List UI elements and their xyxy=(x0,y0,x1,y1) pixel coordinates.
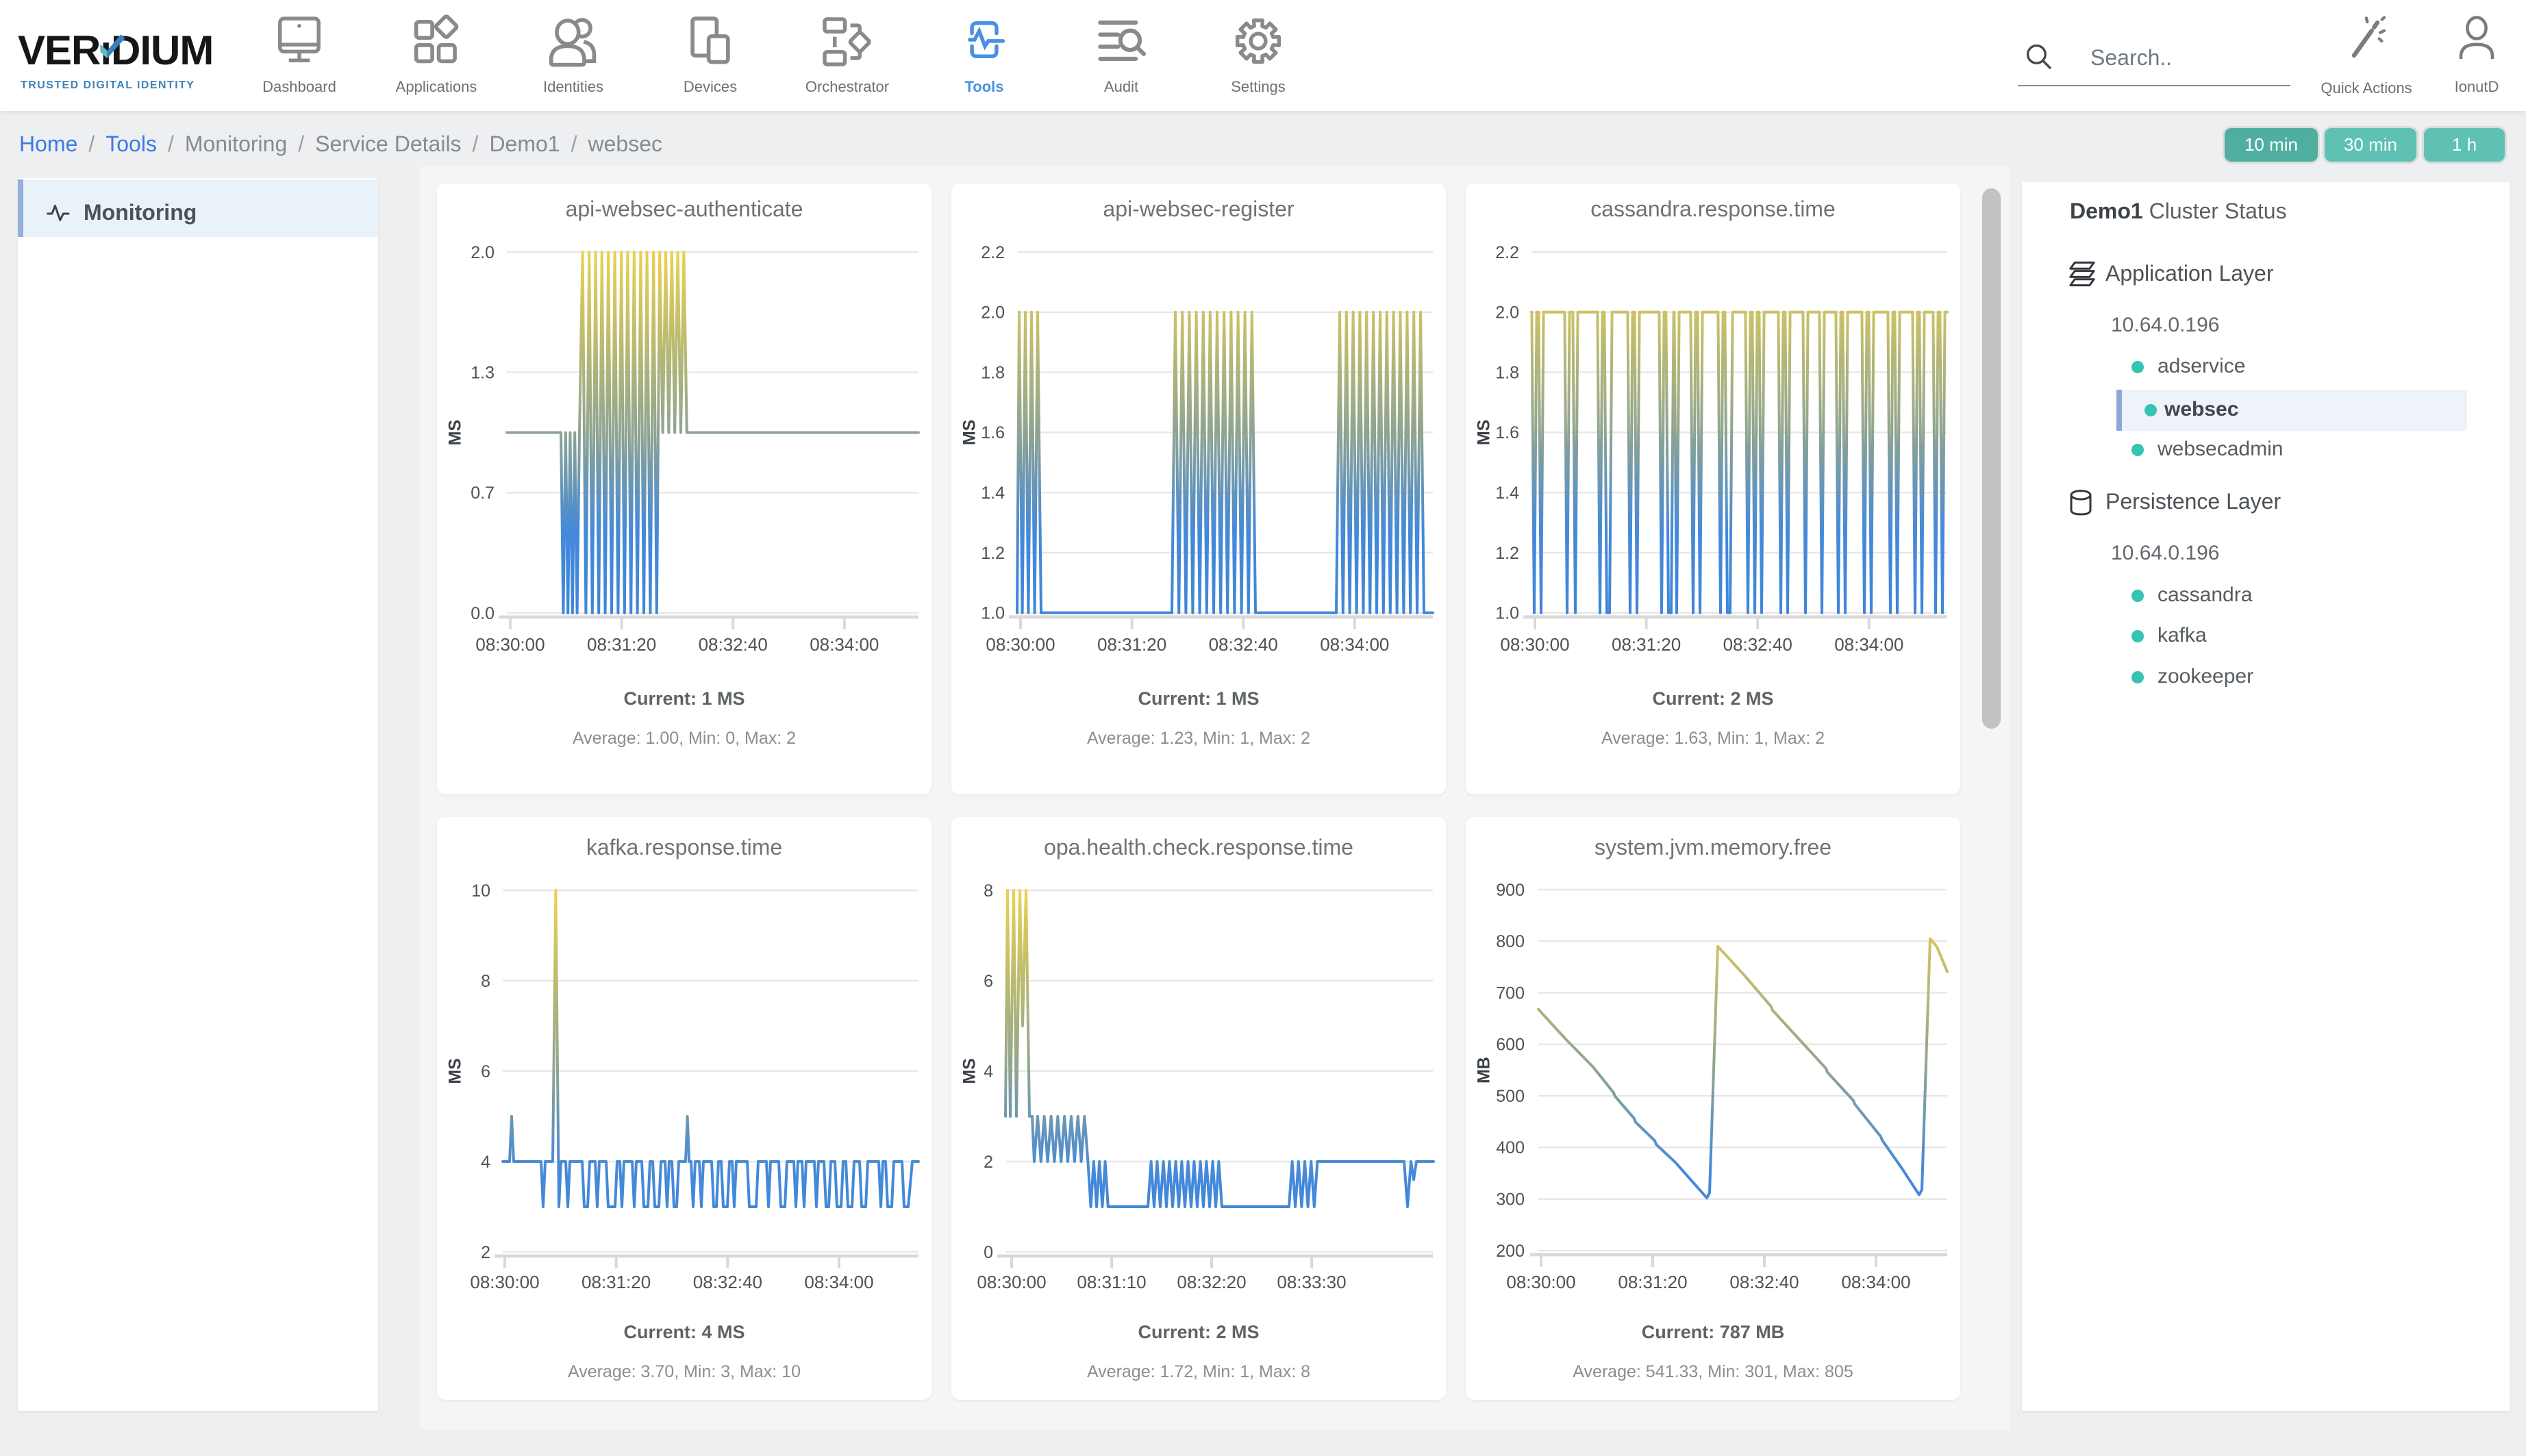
svg-text:08:31:20: 08:31:20 xyxy=(1097,634,1166,655)
svg-text:08:34:00: 08:34:00 xyxy=(1320,634,1389,655)
svg-text:300: 300 xyxy=(1496,1190,1525,1209)
svg-text:08:31:10: 08:31:10 xyxy=(1077,1272,1146,1292)
svg-text:400: 400 xyxy=(1496,1138,1525,1157)
svg-text:08:33:30: 08:33:30 xyxy=(1277,1272,1346,1292)
svg-text:1.3: 1.3 xyxy=(471,363,495,382)
svg-text:MS: MS xyxy=(446,1058,465,1084)
svg-text:8: 8 xyxy=(984,881,993,901)
svg-text:08:32:40: 08:32:40 xyxy=(1723,634,1792,655)
svg-text:08:30:00: 08:30:00 xyxy=(1506,1272,1575,1292)
svg-text:08:32:40: 08:32:40 xyxy=(699,634,768,655)
svg-text:500: 500 xyxy=(1496,1087,1525,1106)
svg-text:08:31:20: 08:31:20 xyxy=(1612,634,1681,655)
svg-text:0.0: 0.0 xyxy=(471,604,495,623)
svg-text:08:30:00: 08:30:00 xyxy=(470,1272,539,1292)
svg-text:0.7: 0.7 xyxy=(471,484,495,503)
svg-text:8: 8 xyxy=(481,972,490,991)
svg-text:08:32:40: 08:32:40 xyxy=(1729,1272,1799,1292)
svg-text:08:32:40: 08:32:40 xyxy=(693,1272,762,1292)
svg-text:2.2: 2.2 xyxy=(981,243,1005,262)
svg-text:08:30:00: 08:30:00 xyxy=(1500,634,1569,655)
svg-text:1.6: 1.6 xyxy=(981,423,1005,442)
svg-text:1.6: 1.6 xyxy=(1495,423,1519,442)
svg-text:4: 4 xyxy=(481,1153,490,1172)
svg-text:08:31:20: 08:31:20 xyxy=(582,1272,651,1292)
svg-text:MS: MS xyxy=(446,420,465,446)
svg-text:1.2: 1.2 xyxy=(1495,544,1519,563)
svg-text:08:30:00: 08:30:00 xyxy=(986,634,1055,655)
svg-text:08:34:00: 08:34:00 xyxy=(1841,1272,1910,1292)
svg-text:600: 600 xyxy=(1496,1035,1525,1055)
svg-text:1.0: 1.0 xyxy=(1495,604,1519,623)
svg-text:08:30:00: 08:30:00 xyxy=(475,634,545,655)
svg-text:08:34:00: 08:34:00 xyxy=(804,1272,873,1292)
svg-text:08:34:00: 08:34:00 xyxy=(810,634,879,655)
svg-text:2: 2 xyxy=(984,1153,993,1172)
svg-text:2.2: 2.2 xyxy=(1495,243,1519,262)
svg-text:08:30:00: 08:30:00 xyxy=(977,1272,1046,1292)
svg-text:1.2: 1.2 xyxy=(981,544,1005,563)
svg-text:10: 10 xyxy=(471,881,490,901)
svg-text:900: 900 xyxy=(1496,881,1525,900)
svg-text:08:32:40: 08:32:40 xyxy=(1209,634,1278,655)
svg-text:1.0: 1.0 xyxy=(981,604,1005,623)
svg-text:08:32:20: 08:32:20 xyxy=(1177,1272,1246,1292)
svg-text:2.0: 2.0 xyxy=(981,303,1005,323)
svg-text:1.8: 1.8 xyxy=(1495,363,1519,382)
svg-text:MS: MS xyxy=(1475,420,1494,446)
svg-text:08:31:20: 08:31:20 xyxy=(1618,1272,1687,1292)
svg-text:700: 700 xyxy=(1496,983,1525,1003)
svg-text:08:31:20: 08:31:20 xyxy=(587,634,656,655)
svg-text:1.4: 1.4 xyxy=(1495,484,1519,503)
svg-text:MS: MS xyxy=(960,1058,979,1084)
svg-text:2.0: 2.0 xyxy=(471,243,495,262)
svg-text:1.4: 1.4 xyxy=(981,484,1005,503)
svg-text:200: 200 xyxy=(1496,1242,1525,1261)
svg-text:08:34:00: 08:34:00 xyxy=(1834,634,1903,655)
svg-text:6: 6 xyxy=(481,1062,490,1081)
svg-text:MB: MB xyxy=(1475,1057,1494,1083)
svg-text:800: 800 xyxy=(1496,932,1525,951)
svg-text:4: 4 xyxy=(984,1062,993,1081)
svg-text:6: 6 xyxy=(984,972,993,991)
svg-text:1.8: 1.8 xyxy=(981,363,1005,382)
svg-text:MS: MS xyxy=(960,420,979,446)
svg-text:0: 0 xyxy=(984,1243,993,1262)
svg-text:2: 2 xyxy=(481,1243,490,1262)
svg-text:2.0: 2.0 xyxy=(1495,303,1519,323)
